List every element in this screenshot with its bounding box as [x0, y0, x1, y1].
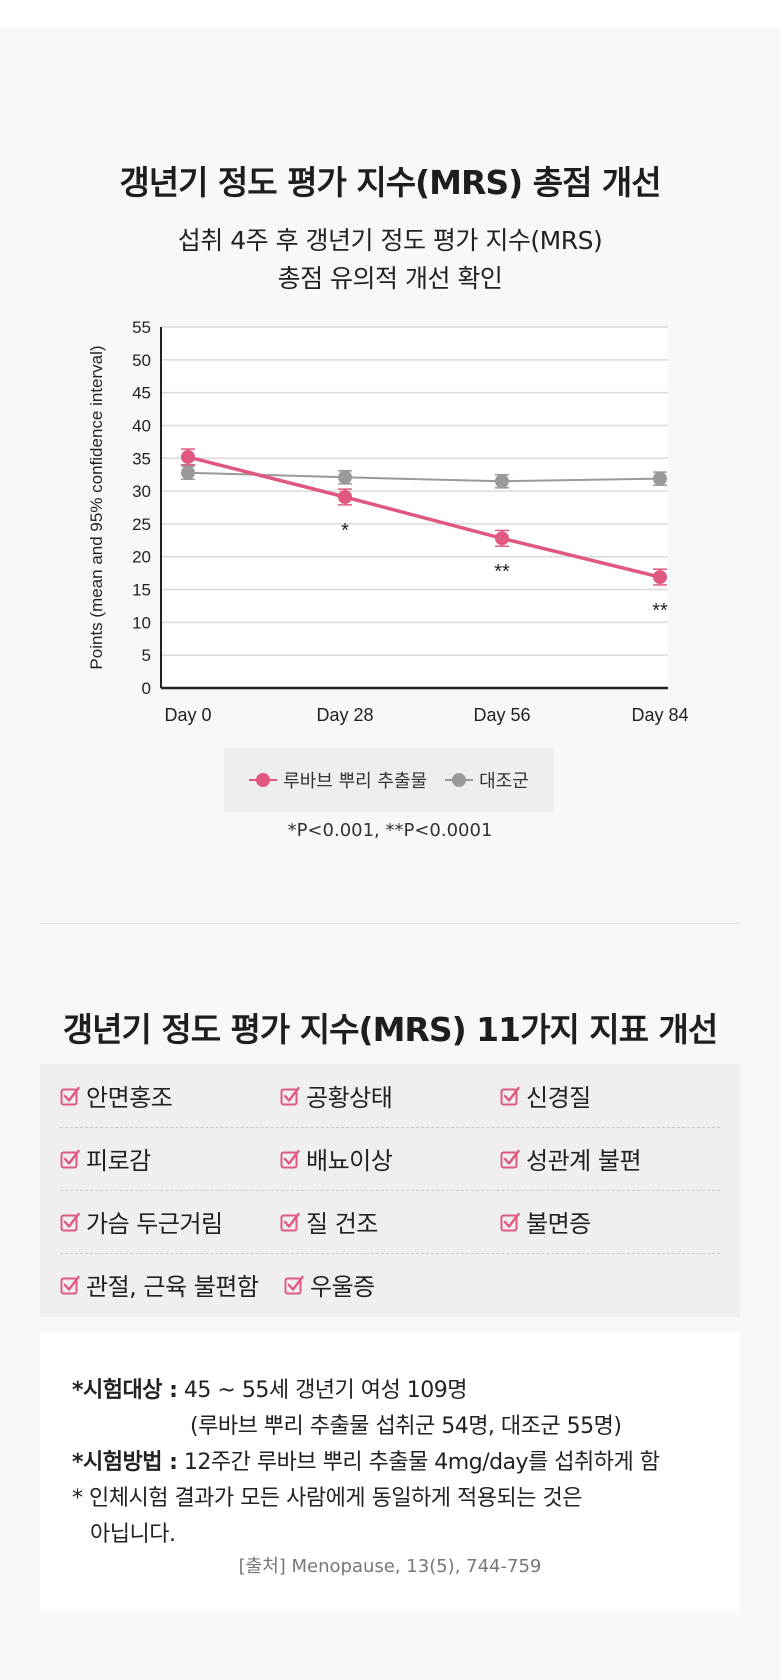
legend-label-treatment: 루바브 뿌리 추출물	[283, 771, 428, 792]
legend-marker-control	[445, 773, 474, 787]
indicator-label: 배뇨이상	[306, 1147, 393, 1175]
mrs-line-chart: 0 5 10 15 20 25 30 35 40 45 50 55 Day 0 Day 28 Day 56 D…	[87, 318, 689, 725]
y-tick-label-10: 10	[132, 613, 151, 632]
y-tick-label-45: 45	[132, 384, 151, 403]
indicator-label: 공황상태	[306, 1084, 393, 1112]
data-point-control-3	[653, 471, 667, 486]
study-notes: *시험대상 : 45 ~ 55세 갱년기 여성 109명 (루바브 뿌리 추출물…	[40, 1332, 740, 1610]
legend-label-control: 대조군	[479, 771, 529, 792]
source-citation: [출처] Menopause, 13(5), 744-759	[238, 1556, 542, 1577]
indicators-section-title: 갱년기 정도 평가 지수(MRS) 11가지 지표 개선	[62, 1010, 718, 1049]
data-point-control-1	[338, 470, 352, 485]
data-point-treatment-1	[338, 489, 352, 504]
note-subject-detail: (루바브 뿌리 추출물 섭취군 54명, 대조군 55명)	[190, 1414, 622, 1439]
y-tick-label-55: 55	[132, 318, 151, 337]
significance-mark-2: **	[494, 561, 510, 583]
x-tick-label-0: Day 0	[164, 705, 211, 725]
top-strip	[0, 0, 780, 28]
note-subject-text: 45 ~ 55세 갱년기 여성 109명	[177, 1378, 468, 1403]
indicator-item: 공황상태	[280, 1078, 500, 1113]
y-axis-label: Points (mean and 95% confidence interval…	[87, 345, 106, 669]
indicator-label: 성관계 불편	[526, 1147, 642, 1175]
indicator-item: 가슴 두근거림	[60, 1204, 280, 1239]
checkbox-checked-icon	[284, 1275, 304, 1294]
checkbox-checked-icon	[500, 1212, 520, 1231]
x-tick-label-1: Day 28	[316, 705, 373, 725]
plot-area	[161, 327, 668, 688]
indicator-item: 성관계 불편	[500, 1141, 720, 1176]
significance-mark-3: **	[652, 600, 668, 622]
note-method-text: 12주간 루바브 뿌리 추출물 4mg/day를 섭취하게 함	[177, 1450, 660, 1475]
x-tick-label-2: Day 56	[473, 705, 530, 725]
data-point-control-0	[181, 465, 195, 480]
indicator-label: 안면홍조	[86, 1084, 173, 1112]
checkbox-checked-icon	[280, 1149, 300, 1168]
indicator-row: 관절, 근육 불편함 우울증	[60, 1253, 720, 1316]
data-point-treatment-0	[181, 449, 195, 464]
indicator-grid: 안면홍조 공황상태 신경질 피로감 배뇨이상 성관계 불편 가슴 두근거림 질 …	[40, 1064, 740, 1317]
indicator-item: 신경질	[500, 1078, 720, 1113]
series-line-control	[187, 471, 661, 483]
legend-marker-treatment	[249, 773, 278, 787]
indicator-item: 질 건조	[280, 1204, 500, 1239]
data-point-control-2	[495, 474, 509, 489]
legend-item-treatment: 루바브 뿌리 추출물	[249, 767, 427, 793]
note-subject-label: *시험대상 :	[72, 1378, 178, 1403]
section-divider	[40, 923, 740, 924]
y-tick-label-5: 5	[142, 646, 151, 665]
indicator-item: 관절, 근육 불편함	[60, 1267, 284, 1302]
indicator-item: 우울증	[284, 1267, 508, 1302]
y-tick-label-40: 40	[132, 416, 151, 435]
indicator-item: 불면증	[500, 1204, 720, 1239]
indicator-row: 가슴 두근거림 질 건조 불면증	[60, 1190, 720, 1254]
y-tick-label-50: 50	[132, 351, 151, 370]
chart-subtitle-line1: 섭취 4주 후 갱년기 정도 평가 지수(MRS)	[177, 226, 603, 255]
chart-legend: 루바브 뿌리 추출물 대조군	[224, 748, 554, 812]
indicator-label: 불면증	[526, 1210, 591, 1238]
indicator-label: 관절, 근육 불편함	[86, 1273, 259, 1301]
chart-subtitle-line2: 총점 유의적 개선 확인	[277, 264, 503, 293]
chart-section-title: 갱년기 정도 평가 지수(MRS) 총점 개선	[119, 163, 661, 202]
y-tick-label-25: 25	[132, 515, 151, 534]
checkbox-checked-icon	[280, 1086, 300, 1105]
checkbox-checked-icon	[500, 1149, 520, 1168]
significance-mark-1: *	[341, 520, 349, 542]
y-tick-label-0: 0	[142, 679, 151, 698]
indicator-label: 신경질	[526, 1084, 591, 1112]
x-tick-label-3: Day 84	[631, 705, 688, 725]
indicator-row: 피로감 배뇨이상 성관계 불편	[60, 1127, 720, 1191]
indicator-label: 피로감	[86, 1147, 151, 1175]
note-disclaimer-line1: * 인체시험 결과가 모든 사람에게 동일하게 적용되는 것은	[72, 1486, 582, 1511]
y-tick-label-20: 20	[132, 548, 151, 567]
checkbox-checked-icon	[60, 1275, 80, 1294]
p-value-note: *P<0.001, **P<0.0001	[287, 820, 493, 841]
data-point-treatment-3	[653, 570, 667, 585]
checkbox-checked-icon	[60, 1149, 80, 1168]
checkbox-checked-icon	[60, 1086, 80, 1105]
indicator-label: 우울증	[310, 1273, 375, 1301]
indicator-label: 질 건조	[306, 1210, 378, 1238]
y-tick-label-35: 35	[132, 449, 151, 468]
checkbox-checked-icon	[500, 1086, 520, 1105]
note-method-label: *시험방법 :	[72, 1450, 178, 1475]
note-disclaimer-line2: 아닙니다.	[90, 1522, 176, 1547]
checkbox-checked-icon	[280, 1212, 300, 1231]
y-tick-label-15: 15	[132, 581, 151, 600]
indicator-item: 안면홍조	[60, 1078, 280, 1113]
legend-item-control: 대조군	[445, 767, 529, 793]
y-tick-label-30: 30	[132, 482, 151, 501]
indicator-row: 안면홍조 공황상태 신경질	[60, 1064, 720, 1128]
series-line-treatment	[187, 455, 661, 579]
note-subject: *시험대상 : 45 ~ 55세 갱년기 여성 109명	[72, 1372, 467, 1404]
data-point-treatment-2	[495, 531, 509, 546]
indicator-item: 피로감	[60, 1141, 280, 1176]
indicator-label: 가슴 두근거림	[86, 1210, 223, 1238]
indicator-item: 배뇨이상	[280, 1141, 500, 1176]
checkbox-checked-icon	[60, 1212, 80, 1231]
note-method: *시험방법 : 12주간 루바브 뿌리 추출물 4mg/day를 섭취하게 함	[72, 1444, 660, 1476]
